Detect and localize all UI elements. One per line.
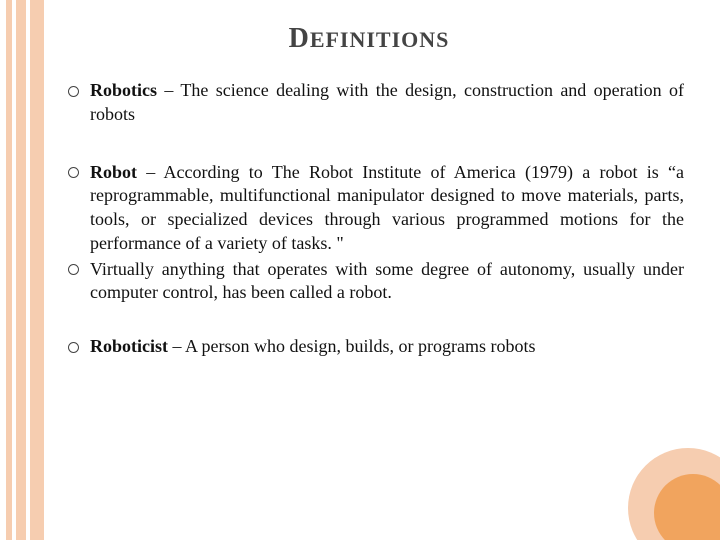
list-item: Robot – According to The Robot Institute… (68, 161, 684, 256)
definition-body: – A person who design, builds, or progra… (168, 336, 535, 356)
slide: DEFINITIONS Robotics – The science deali… (0, 0, 720, 540)
definition-body: Virtually anything that operates with so… (90, 259, 684, 303)
term: Robot (90, 162, 137, 182)
page-title: DEFINITIONS (54, 18, 684, 55)
definitions-list: Robotics – The science dealing with the … (54, 79, 684, 359)
left-stripe-0 (6, 0, 12, 540)
definition-body: – According to The Robot Institute of Am… (90, 162, 684, 253)
title-firstchar: D (289, 23, 310, 54)
list-item: Robotics – The science dealing with the … (68, 79, 684, 127)
left-stripe-1 (16, 0, 26, 540)
list-item: Roboticist – A person who design, builds… (68, 335, 684, 359)
term: Roboticist (90, 336, 168, 356)
title-rest: EFINITIONS (310, 27, 450, 52)
definition-body: – The science dealing with the design, c… (90, 80, 684, 124)
list-item: Virtually anything that operates with so… (68, 258, 684, 306)
left-stripe-2 (30, 0, 44, 540)
term: Robotics (90, 80, 157, 100)
